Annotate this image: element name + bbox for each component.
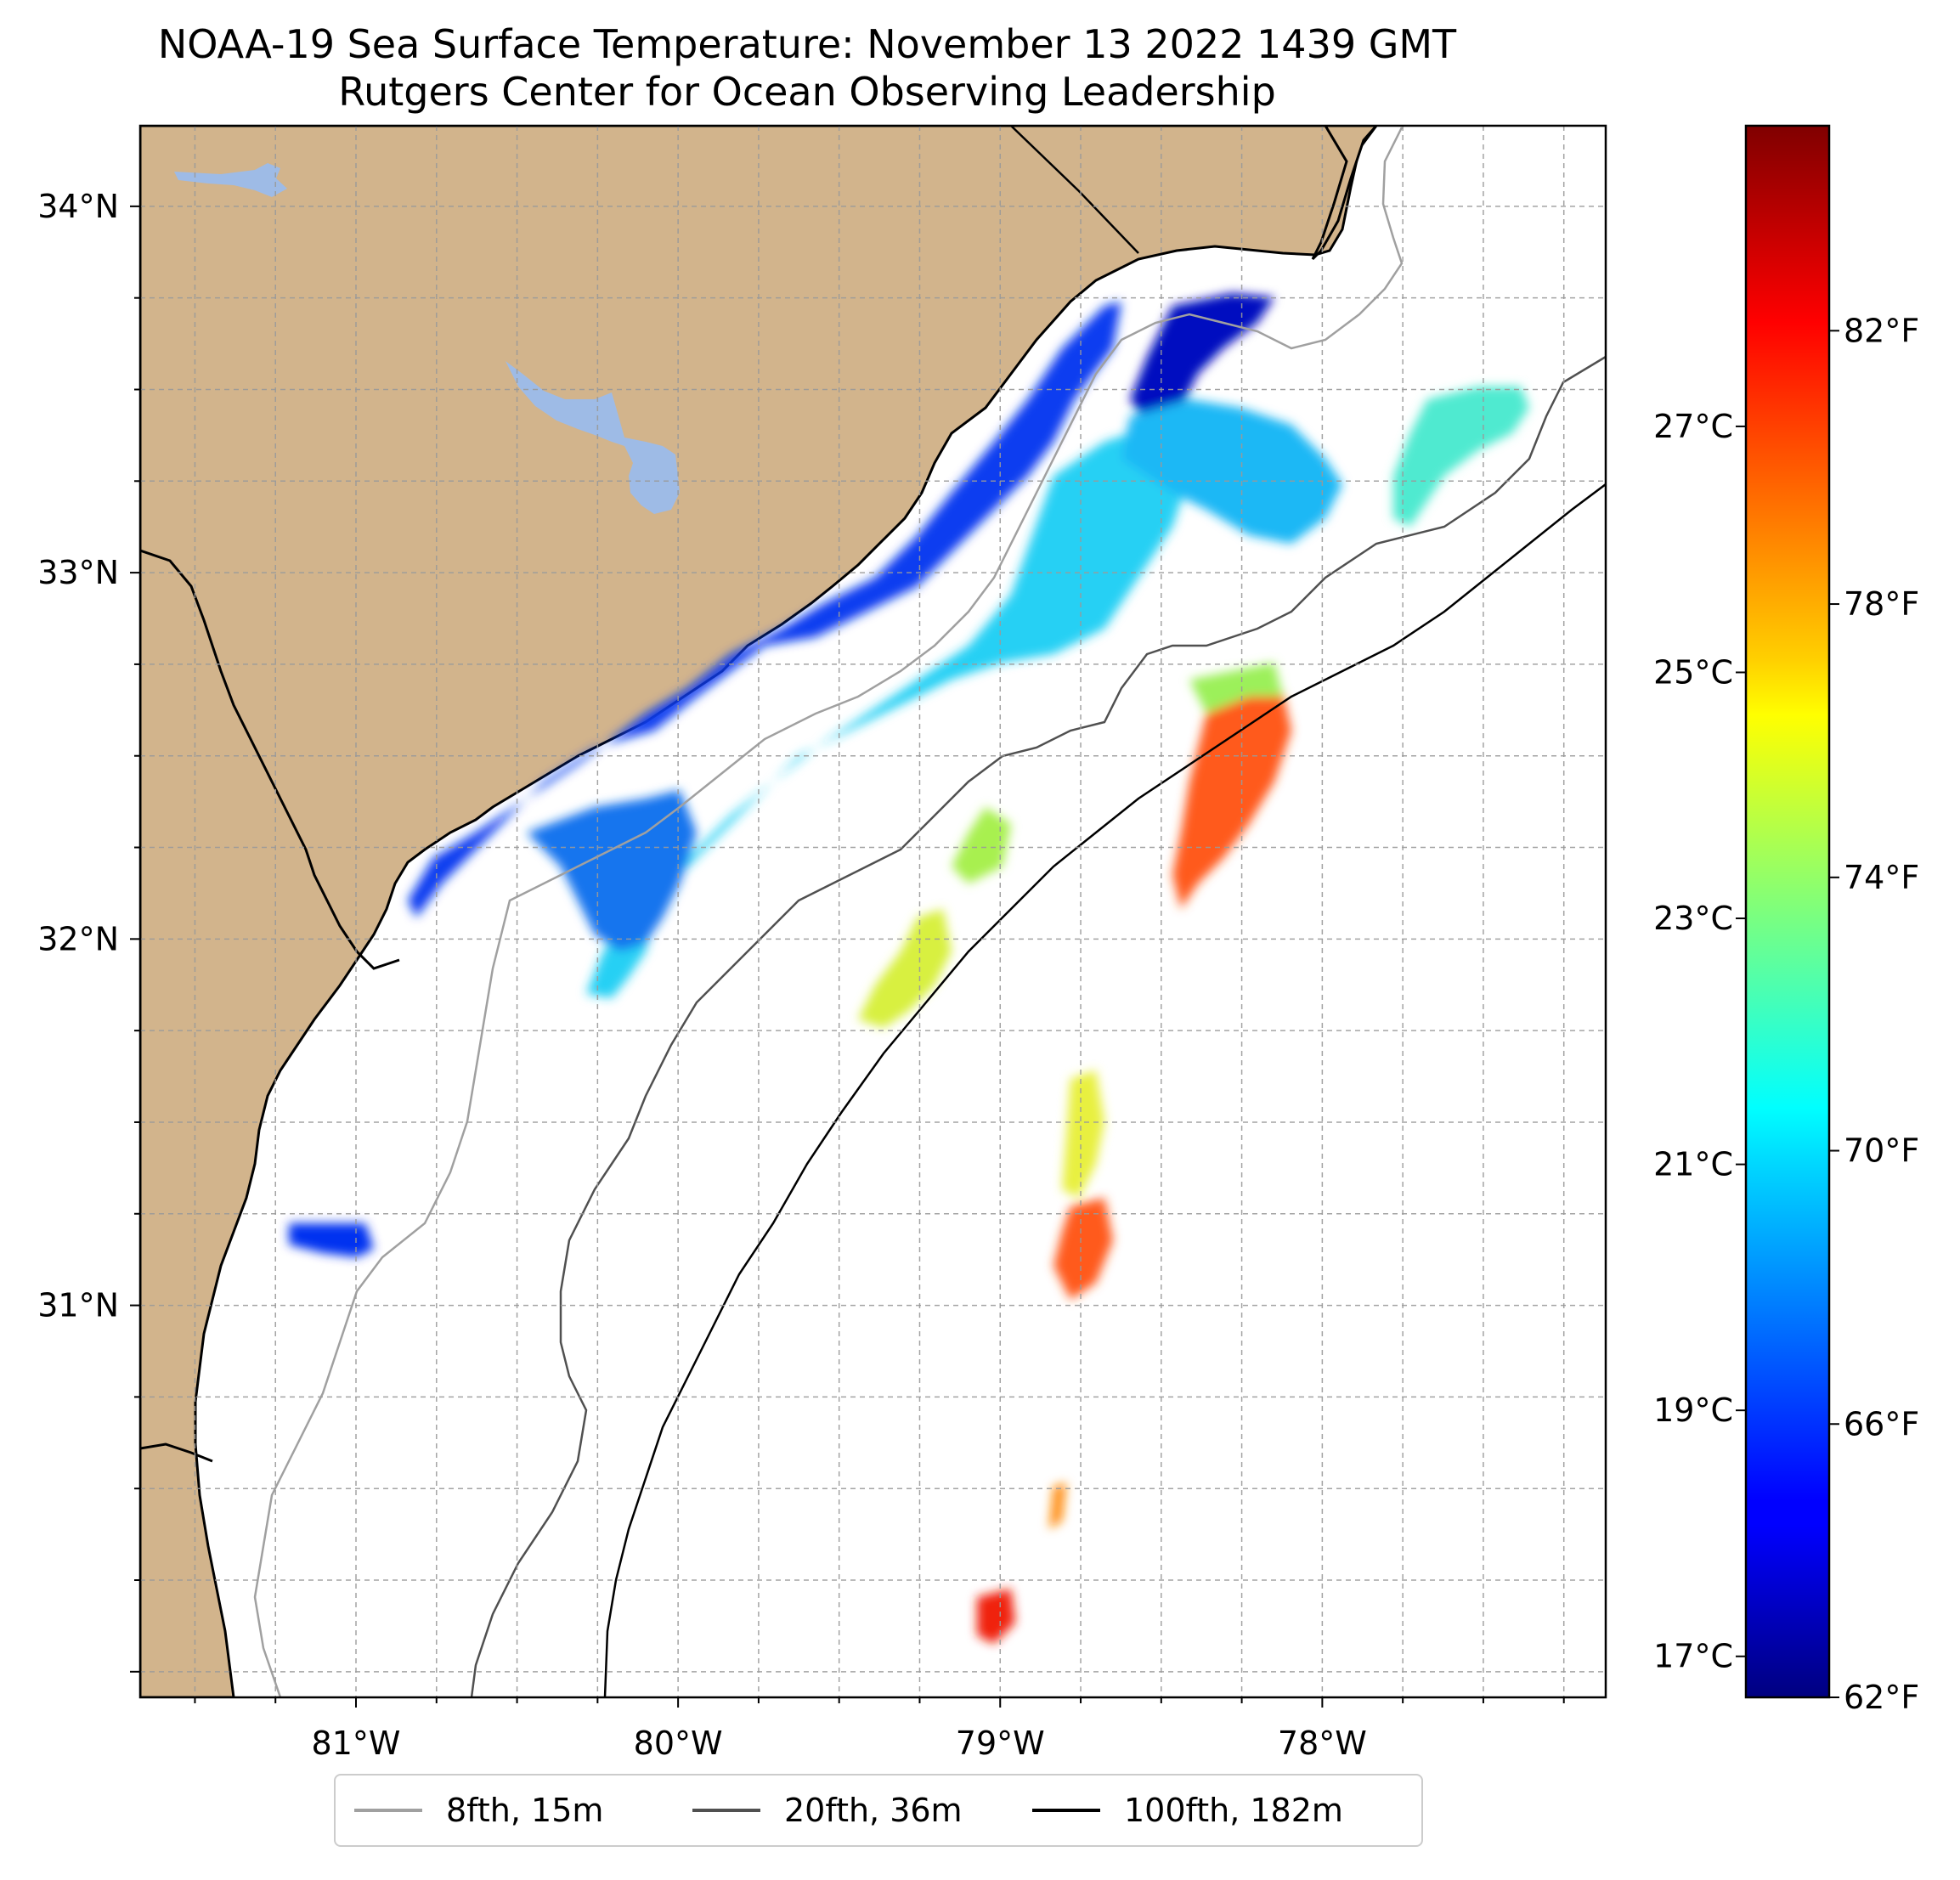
sst-patch-central bbox=[1121, 399, 1342, 544]
celsius-tick-label: 23°C bbox=[1653, 900, 1733, 937]
lat-tick-label: 33°N bbox=[37, 554, 119, 591]
latitude-labels: 34°N 33°N 32°N 31°N bbox=[37, 188, 119, 1324]
state-border bbox=[1010, 126, 1139, 254]
land-cape-fear bbox=[1311, 126, 1379, 261]
sst-patch-warm-edge bbox=[1189, 663, 1283, 714]
fahrenheit-tick-label: 78°F bbox=[1844, 585, 1919, 623]
sst-patch-cyan-band bbox=[586, 425, 1189, 998]
lat-tick-label: 34°N bbox=[37, 188, 119, 225]
sst-patch-red-small bbox=[977, 1589, 1015, 1644]
legend-item-8fth: 8fth, 15m bbox=[354, 1776, 603, 1845]
legend-swatch-100fth bbox=[1032, 1809, 1100, 1812]
colorbar-ticks bbox=[1736, 330, 1839, 1698]
legend-item-20fth: 20fth, 36m bbox=[692, 1776, 963, 1845]
legend-label-20fth: 20fth, 36m bbox=[784, 1792, 963, 1829]
fahrenheit-tick-label: 82°F bbox=[1844, 312, 1919, 349]
isobath-100fth bbox=[603, 483, 1606, 1697]
map-title: NOAA-19 Sea Surface Temperature: Novembe… bbox=[157, 21, 1457, 67]
fahrenheit-tick-label: 74°F bbox=[1844, 859, 1919, 896]
lake-marion bbox=[506, 361, 680, 514]
sst-patch-warm-south bbox=[1053, 1198, 1113, 1300]
lake-lake-waccamaw bbox=[174, 163, 287, 197]
gridlines bbox=[140, 126, 1606, 1697]
sst-patch-warm-core bbox=[1172, 692, 1291, 909]
fahrenheit-labels: 62°F 66°F 70°F 74°F 78°F 82°F bbox=[1844, 312, 1919, 1716]
sst-patch-southwest bbox=[289, 1223, 374, 1257]
sst-patch-orange-tiny bbox=[1049, 1482, 1066, 1529]
map-subtitle: Rutgers Center for Ocean Observing Leade… bbox=[338, 69, 1276, 115]
sst-patch-east bbox=[1393, 387, 1529, 527]
fahrenheit-tick-label: 70°F bbox=[1844, 1132, 1919, 1170]
isobath-20fth bbox=[470, 355, 1606, 1697]
lon-tick-label: 80°W bbox=[634, 1725, 723, 1762]
legend-label-100fth: 100fth, 182m bbox=[1124, 1792, 1343, 1829]
sst-layer bbox=[289, 293, 1529, 1644]
fahrenheit-tick-label: 66°F bbox=[1844, 1405, 1919, 1442]
land-mainland bbox=[140, 126, 1378, 1697]
celsius-labels: 17°C 19°C 21°C 23°C 25°C 27°C bbox=[1653, 408, 1733, 1675]
lat-tick-label: 32°N bbox=[37, 920, 119, 957]
lat-tick-label: 31°N bbox=[37, 1287, 119, 1324]
legend-swatch-8fth bbox=[354, 1809, 422, 1812]
legend-label-8fth: 8fth, 15m bbox=[446, 1792, 604, 1829]
celsius-tick-label: 17°C bbox=[1653, 1638, 1733, 1675]
sst-patch-yellow-south bbox=[1062, 1070, 1104, 1198]
isobath-legend: 8fth, 15m 20fth, 36m 100fth, 182m bbox=[334, 1774, 1423, 1847]
sst-patch-strip-a bbox=[952, 807, 1011, 884]
longitude-labels: 81°W 80°W 79°W 78°W bbox=[312, 1725, 1367, 1762]
lon-tick-label: 79°W bbox=[956, 1725, 1045, 1762]
lon-tick-label: 81°W bbox=[312, 1725, 401, 1762]
fahrenheit-tick-label: 62°F bbox=[1844, 1679, 1919, 1716]
lon-tick-label: 78°W bbox=[1278, 1725, 1367, 1762]
axis-ticks bbox=[130, 205, 1565, 1708]
sst-patch-blue-lower bbox=[527, 790, 697, 951]
celsius-tick-label: 21°C bbox=[1653, 1146, 1733, 1183]
colorbar bbox=[1744, 124, 1831, 1699]
celsius-tick-label: 25°C bbox=[1653, 653, 1733, 691]
map-frame bbox=[138, 124, 1607, 1699]
celsius-tick-label: 27°C bbox=[1653, 408, 1733, 445]
legend-item-100fth: 100fth, 182m bbox=[1032, 1776, 1343, 1845]
river-altamaha bbox=[140, 1442, 213, 1463]
celsius-tick-label: 19°C bbox=[1653, 1392, 1733, 1429]
isobath-8fth bbox=[253, 127, 1404, 1697]
legend-swatch-20fth bbox=[692, 1809, 760, 1812]
